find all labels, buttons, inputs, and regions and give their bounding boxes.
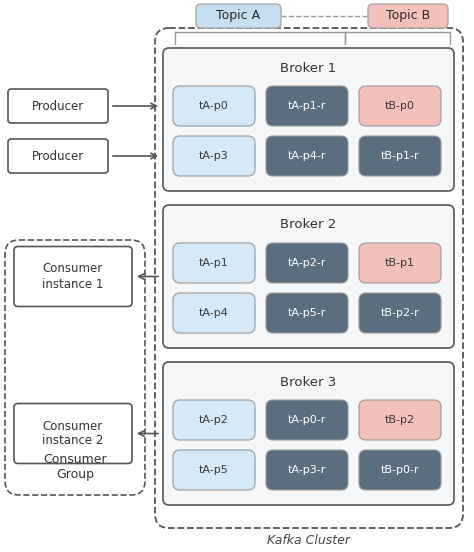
FancyBboxPatch shape xyxy=(163,48,454,191)
FancyBboxPatch shape xyxy=(359,243,441,283)
Text: tA-p4: tA-p4 xyxy=(199,308,229,318)
Text: Broker 2: Broker 2 xyxy=(281,219,337,231)
Text: tA-p1-r: tA-p1-r xyxy=(288,101,326,111)
FancyBboxPatch shape xyxy=(173,86,255,126)
Text: tA-p3-r: tA-p3-r xyxy=(288,465,326,475)
Text: Consumer
Group: Consumer Group xyxy=(43,453,107,481)
Text: Broker 1: Broker 1 xyxy=(281,61,337,75)
FancyBboxPatch shape xyxy=(173,450,255,490)
Text: tA-p5-r: tA-p5-r xyxy=(288,308,326,318)
FancyBboxPatch shape xyxy=(359,86,441,126)
Text: Kafka Cluster: Kafka Cluster xyxy=(267,534,350,548)
FancyBboxPatch shape xyxy=(8,139,108,173)
FancyBboxPatch shape xyxy=(155,28,463,528)
Text: tA-p1: tA-p1 xyxy=(199,258,229,268)
FancyBboxPatch shape xyxy=(266,400,348,440)
FancyBboxPatch shape xyxy=(266,243,348,283)
Text: tA-p2-r: tA-p2-r xyxy=(288,258,326,268)
FancyBboxPatch shape xyxy=(173,293,255,333)
Text: Producer: Producer xyxy=(32,99,84,113)
Text: tB-p2: tB-p2 xyxy=(385,415,415,425)
FancyBboxPatch shape xyxy=(266,450,348,490)
FancyBboxPatch shape xyxy=(359,136,441,176)
Text: tA-p5: tA-p5 xyxy=(199,465,229,475)
Text: tB-p1: tB-p1 xyxy=(385,258,415,268)
Text: Consumer
instance 2: Consumer instance 2 xyxy=(42,420,104,448)
FancyBboxPatch shape xyxy=(163,205,454,348)
FancyBboxPatch shape xyxy=(14,404,132,464)
Text: tB-p0: tB-p0 xyxy=(385,101,415,111)
FancyBboxPatch shape xyxy=(266,136,348,176)
Text: tB-p2-r: tB-p2-r xyxy=(381,308,419,318)
FancyBboxPatch shape xyxy=(266,86,348,126)
Text: Topic B: Topic B xyxy=(386,9,430,23)
FancyBboxPatch shape xyxy=(359,400,441,440)
Text: tA-p3: tA-p3 xyxy=(199,151,229,161)
FancyBboxPatch shape xyxy=(173,243,255,283)
FancyBboxPatch shape xyxy=(368,4,448,28)
Text: Producer: Producer xyxy=(32,150,84,162)
FancyBboxPatch shape xyxy=(173,400,255,440)
Text: tA-p0-r: tA-p0-r xyxy=(288,415,326,425)
FancyBboxPatch shape xyxy=(359,293,441,333)
FancyBboxPatch shape xyxy=(196,4,281,28)
FancyBboxPatch shape xyxy=(5,240,145,495)
Text: tB-p1-r: tB-p1-r xyxy=(381,151,419,161)
Text: Topic A: Topic A xyxy=(217,9,261,23)
FancyBboxPatch shape xyxy=(173,136,255,176)
FancyBboxPatch shape xyxy=(8,89,108,123)
FancyBboxPatch shape xyxy=(359,450,441,490)
Text: tB-p0-r: tB-p0-r xyxy=(381,465,419,475)
FancyBboxPatch shape xyxy=(266,293,348,333)
Text: tA-p0: tA-p0 xyxy=(199,101,229,111)
Text: Broker 3: Broker 3 xyxy=(281,375,337,389)
FancyBboxPatch shape xyxy=(163,362,454,505)
Text: tA-p4-r: tA-p4-r xyxy=(288,151,326,161)
FancyBboxPatch shape xyxy=(14,247,132,306)
Text: tA-p2: tA-p2 xyxy=(199,415,229,425)
Text: Consumer
instance 1: Consumer instance 1 xyxy=(42,263,104,290)
